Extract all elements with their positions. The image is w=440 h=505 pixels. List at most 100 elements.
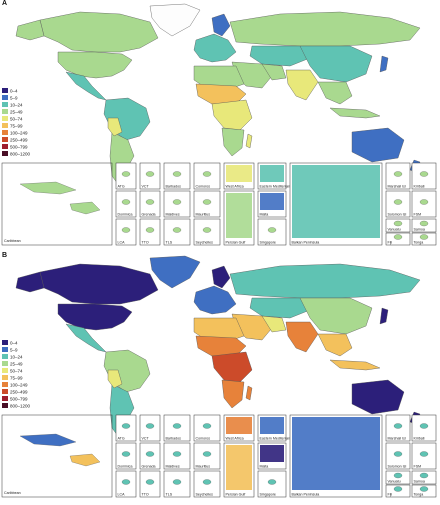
legend-swatch: [2, 375, 8, 380]
legend-label: 25–49: [10, 362, 23, 367]
australia: [351, 379, 405, 415]
inset-persian-gulf: Persian Gulf: [223, 190, 255, 246]
inset-maldives: Maldives: [163, 190, 191, 218]
inset-label: LCA: [118, 241, 126, 245]
legend-label: 25–49: [10, 110, 23, 115]
inset-lca: LCA: [115, 470, 137, 498]
inset-tto: TTO: [139, 218, 161, 246]
panel-a: A: [0, 0, 440, 248]
legend-swatch: [2, 109, 8, 114]
inset-grenada: Grenada: [139, 190, 161, 218]
bolivia-peru: [107, 117, 123, 137]
inset-label: TLS: [166, 241, 173, 245]
inset-label: Vanuatu: [388, 228, 401, 232]
inset-barbados: Barbados: [163, 414, 191, 442]
southern-africa: [221, 379, 245, 409]
inset-grid-b: ATG Dominica LCA VCT Grenada TTO Barbados Maldi…: [4, 414, 437, 498]
inset-malta: Malta: [257, 442, 287, 470]
insets-a: [1, 162, 113, 246]
panel-a-map: 0–4 5–9 10–24 25–49 50–74 75–99 100–249 250–499…: [1, 3, 437, 246]
legend-swatch: [2, 396, 8, 401]
inset-label: Maldives: [166, 465, 180, 469]
iran: [261, 315, 287, 333]
se-asia: [317, 81, 353, 105]
inset-label: TTO: [142, 493, 149, 497]
legend-b: 0–4 5–9 10–24 25–49 50–74 75–99 100–249 250–499…: [2, 340, 31, 409]
legend-swatch: [2, 95, 8, 100]
inset-label: Fiji: [388, 241, 393, 245]
inset-seychelles: Seychelles: [193, 218, 221, 246]
caribbean-islands: [19, 433, 77, 447]
legend-label: 10–24: [10, 103, 23, 108]
inset-label: Solomon Isl: [388, 213, 407, 217]
caribbean-islands: [19, 181, 101, 215]
legend-swatch: [2, 389, 8, 394]
inset-label: Dominica: [118, 465, 133, 469]
legend-label: 5–9: [10, 96, 18, 101]
inset-kiribati: Kiribati: [411, 162, 437, 190]
alaska: [15, 271, 45, 293]
russia: [229, 263, 421, 299]
legend-swatch: [2, 137, 8, 142]
inset-label: Tonga: [414, 241, 424, 245]
se-asia: [317, 333, 353, 357]
inset-label: Seychelles: [196, 493, 214, 497]
legend-label: 100–249: [10, 383, 28, 388]
inset-samoa: Samoa: [411, 218, 437, 233]
canada: [39, 11, 159, 53]
legend-label: 500–799: [10, 397, 28, 402]
inset-label: Malta: [260, 465, 269, 469]
legend-label: 50–74: [10, 117, 23, 122]
inset-fiji: Fiji: [385, 484, 411, 498]
insets-b: [1, 414, 113, 498]
inset-label: Dominica: [118, 213, 133, 217]
inset-label: Persian Gulf: [226, 493, 246, 497]
indonesia: [329, 107, 381, 119]
inset-atg: ATG: [115, 414, 137, 442]
inset-label-caribbean: Caribbean: [4, 239, 21, 243]
legend-label: 250–499: [10, 138, 28, 143]
japan: [379, 307, 389, 325]
inset-seychelles: Seychelles: [193, 470, 221, 498]
inset-persian-gulf: Persian Gulf: [223, 442, 255, 498]
inset-balkan: Balkan Peninsula: [289, 162, 383, 246]
inset-grenada: Grenada: [139, 442, 161, 470]
inset-label: West Africa: [226, 437, 244, 441]
legend-swatch: [2, 151, 8, 156]
inset-label: Balkan Peninsula: [292, 241, 320, 245]
inset-tls: TLS: [163, 218, 191, 246]
inset-label: ATG: [118, 437, 125, 441]
inset-label: Vanuatu: [388, 480, 401, 484]
legend-swatch: [2, 123, 8, 128]
inset-grid-a: ATG Dominica LCA VCT Grenada TTO Barbados Maldi…: [4, 162, 437, 246]
inset-tonga: Tonga: [411, 232, 437, 246]
inset-label: FSM: [414, 213, 422, 217]
legend-swatch: [2, 340, 8, 345]
legend-swatch: [2, 361, 8, 366]
legend-label: 100–249: [10, 131, 28, 136]
inset-caribbean: [1, 162, 113, 246]
russia: [229, 11, 421, 47]
inset-fsm: FSM: [411, 442, 437, 470]
alaska: [15, 19, 45, 41]
inset-label: Balkan Peninsula: [292, 493, 320, 497]
china: [299, 45, 373, 83]
inset-label: Seychelles: [196, 241, 214, 245]
usa: [57, 303, 133, 331]
southern-africa: [221, 127, 245, 157]
greenland: [149, 255, 201, 289]
central-africa: [211, 99, 253, 131]
scandinavia: [211, 13, 231, 37]
inset-label: Solomon Isl: [388, 465, 407, 469]
legend-label: 500–799: [10, 145, 28, 150]
iran: [261, 63, 287, 81]
inset-vct: VCT: [139, 162, 161, 190]
legend-label: 800–1200: [10, 404, 31, 409]
legend-label: 0–4: [10, 341, 18, 346]
panel-b-label: B: [2, 252, 8, 259]
central-asia: [249, 45, 311, 67]
inset-label: Singapore: [260, 493, 276, 497]
usa: [57, 51, 133, 79]
central-asia: [249, 297, 311, 319]
inset-solomon: Solomon Isl: [385, 442, 411, 470]
